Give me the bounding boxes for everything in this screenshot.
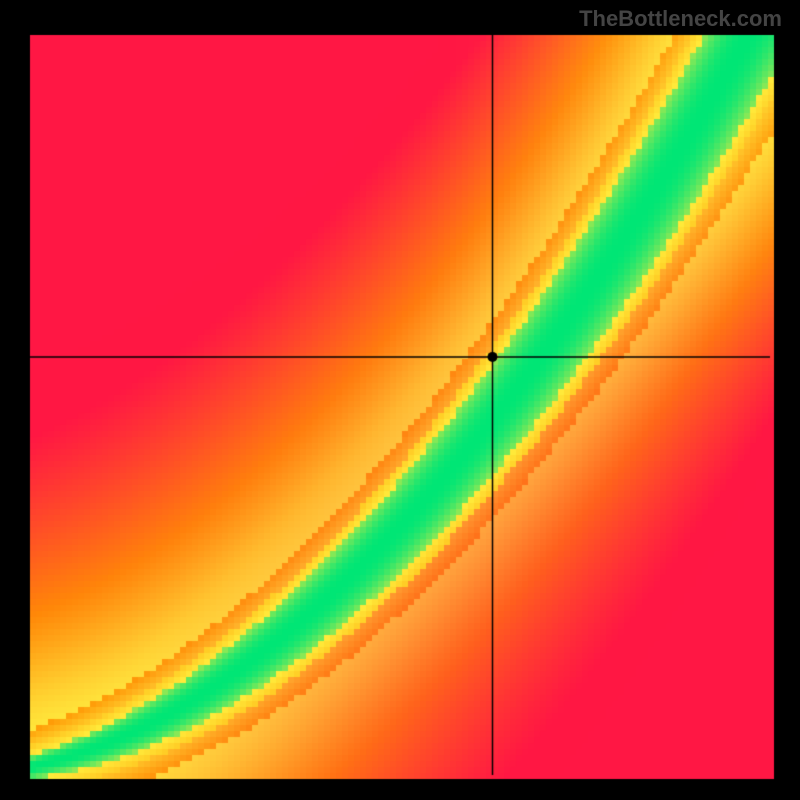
chart-container: TheBottleneck.com [0, 0, 800, 800]
bottleneck-heatmap-canvas [0, 0, 800, 800]
watermark-text: TheBottleneck.com [579, 6, 782, 32]
